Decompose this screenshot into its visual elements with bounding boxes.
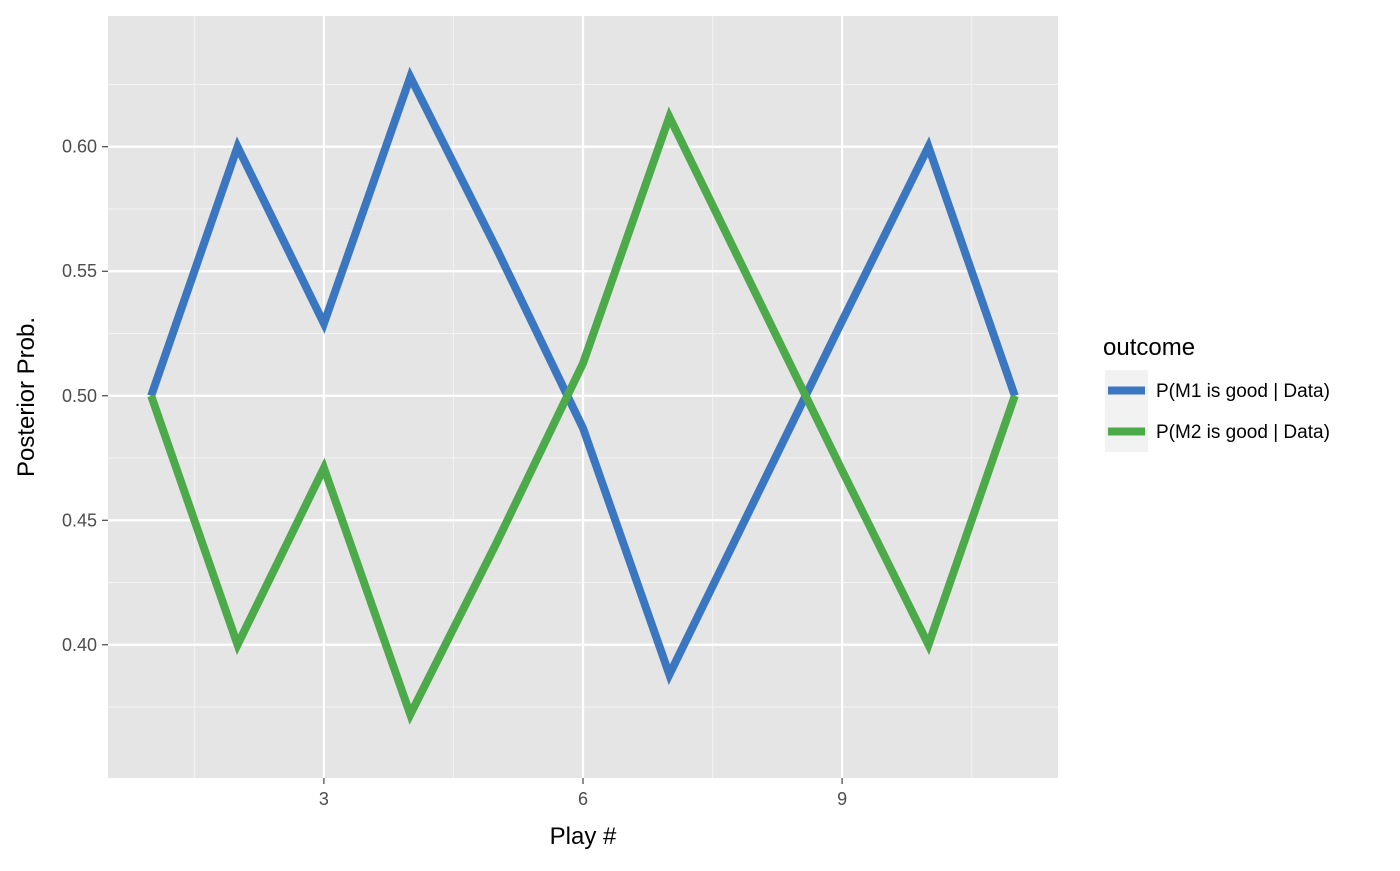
y-tick-label: 0.45 [62, 510, 97, 530]
x-axis-title: Play # [550, 823, 617, 850]
x-tick-label: 3 [319, 789, 329, 809]
legend-label-1: P(M1 is good | Data) [1156, 381, 1330, 402]
series-line-2 [147, 106, 1019, 725]
major-gridlines [108, 16, 1058, 778]
x-tick-label: 9 [837, 789, 847, 809]
series-line-1 [147, 66, 1019, 686]
legend: outcome P(M1 is good | Data) P(M2 is good… [1103, 334, 1330, 452]
y-tick-label: 0.55 [62, 261, 97, 281]
y-tick-label: 0.60 [62, 137, 97, 157]
y-axis-title: Posterior Prob. [13, 317, 40, 477]
series-lines [147, 66, 1019, 725]
x-axis: 3 6 9 [319, 778, 847, 809]
x-tick-label: 6 [578, 789, 588, 809]
y-tick-label: 0.40 [62, 635, 97, 655]
legend-title: outcome [1103, 334, 1195, 361]
y-tick-label: 0.50 [62, 386, 97, 406]
legend-label-2: P(M2 is good | Data) [1156, 422, 1330, 443]
y-axis: 0.40 0.45 0.50 0.55 0.60 [62, 137, 108, 655]
